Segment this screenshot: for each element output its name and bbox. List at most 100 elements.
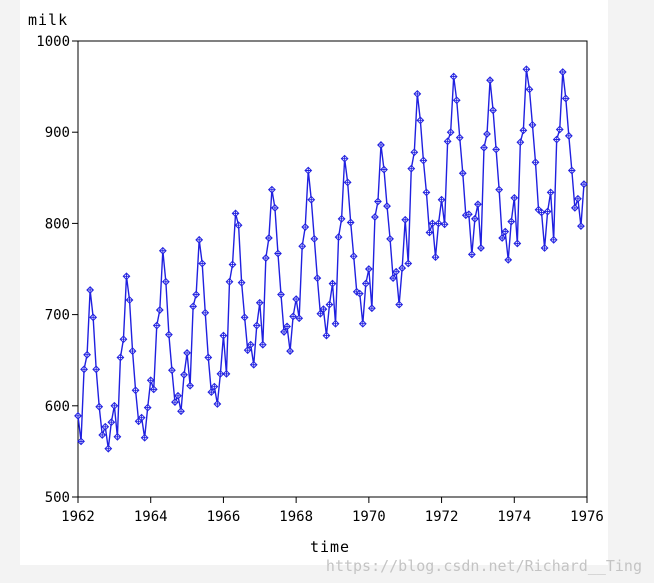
data-point: [483, 130, 491, 138]
data-point-cross: [417, 117, 423, 123]
data-point-cross: [490, 107, 496, 113]
data-point: [258, 340, 267, 349]
data-point: [504, 255, 513, 264]
data-point-cross: [529, 122, 536, 128]
data-point: [349, 252, 358, 261]
data-point: [101, 422, 110, 431]
data-point: [95, 402, 104, 411]
data-point-cross: [378, 142, 384, 148]
data-point-cross: [254, 322, 260, 329]
data-point: [168, 366, 176, 375]
data-point: [449, 72, 458, 81]
data-point-cross: [581, 181, 587, 187]
data-point: [174, 391, 182, 400]
data-point-cross: [299, 243, 305, 249]
data-point-cross: [257, 300, 263, 306]
data-point-cross: [508, 218, 514, 225]
data-point-cross: [469, 251, 475, 258]
y-axis-title: milk: [28, 11, 68, 29]
data-point: [261, 254, 270, 262]
data-point-cross: [123, 273, 130, 279]
data-point: [228, 260, 237, 269]
data-point-cross: [190, 303, 196, 309]
data-point: [158, 246, 167, 255]
x-tick-label: 1966: [207, 509, 241, 525]
data-point: [183, 348, 191, 357]
data-point-cross: [275, 250, 281, 257]
data-point: [325, 300, 334, 309]
data-point-cross: [345, 179, 351, 185]
data-point-cross: [317, 311, 323, 317]
data-point-cross: [478, 245, 484, 251]
data-point-cross: [566, 133, 572, 139]
plot-area: [74, 65, 588, 453]
data-point-cross: [205, 354, 211, 361]
data-point-cross: [160, 248, 166, 254]
data-point-cross: [220, 332, 227, 339]
data-point: [125, 296, 134, 304]
data-point-cross: [114, 434, 120, 440]
data-point-cross: [360, 321, 366, 327]
data-point-cross: [117, 354, 124, 361]
data-point: [407, 164, 416, 173]
data-point: [322, 331, 331, 340]
data-point-cross: [260, 342, 266, 348]
data-point: [283, 322, 291, 331]
data-point-cross: [293, 296, 299, 302]
data-point-cross: [535, 207, 542, 213]
data-point: [252, 321, 261, 330]
data-point: [561, 94, 570, 103]
data-point: [186, 381, 195, 390]
data-point: [543, 207, 552, 216]
x-tick-label: 1962: [61, 509, 95, 525]
data-point: [304, 166, 313, 175]
data-point: [216, 369, 225, 378]
data-point: [431, 253, 440, 262]
data-point: [361, 279, 370, 288]
data-point: [434, 219, 443, 228]
data-point-cross: [538, 209, 545, 216]
data-point: [119, 335, 128, 344]
data-point: [131, 386, 140, 395]
data-point: [192, 290, 201, 299]
data-point-cross: [435, 220, 442, 226]
data-point: [113, 432, 122, 441]
data-point: [292, 295, 301, 304]
data-point-cross: [332, 321, 339, 327]
data-point: [155, 306, 164, 314]
data-point-cross: [351, 253, 357, 259]
data-point-cross: [181, 372, 187, 378]
data-point: [213, 400, 222, 408]
y-tick-label: 700: [45, 308, 70, 324]
data-point: [140, 433, 149, 442]
x-tick-label: 1976: [570, 509, 604, 525]
data-point: [146, 376, 155, 385]
data-point: [295, 314, 304, 323]
data-point-cross: [248, 342, 254, 348]
data-point: [225, 277, 234, 286]
data-point: [316, 309, 325, 318]
data-point: [377, 141, 385, 149]
data-point-cross: [139, 415, 145, 421]
data-point-cross: [266, 235, 272, 241]
data-point: [298, 242, 307, 251]
data-point: [525, 85, 534, 94]
data-point: [180, 370, 188, 379]
data-point-cross: [278, 291, 284, 298]
data-point-cross: [196, 237, 202, 243]
data-point: [334, 233, 343, 241]
data-point-cross: [242, 314, 248, 320]
data-point: [89, 313, 98, 322]
data-point: [392, 267, 401, 276]
data-point-cross: [178, 408, 184, 414]
data-point-cross: [217, 371, 223, 377]
data-point: [528, 120, 537, 129]
data-point-cross: [438, 197, 445, 203]
data-point: [331, 319, 340, 328]
data-point-cross: [187, 383, 193, 389]
data-point: [513, 239, 522, 248]
data-point-cross: [457, 135, 463, 141]
data-point-cross: [272, 205, 278, 211]
data-point-cross: [442, 221, 448, 227]
data-point: [346, 218, 355, 227]
